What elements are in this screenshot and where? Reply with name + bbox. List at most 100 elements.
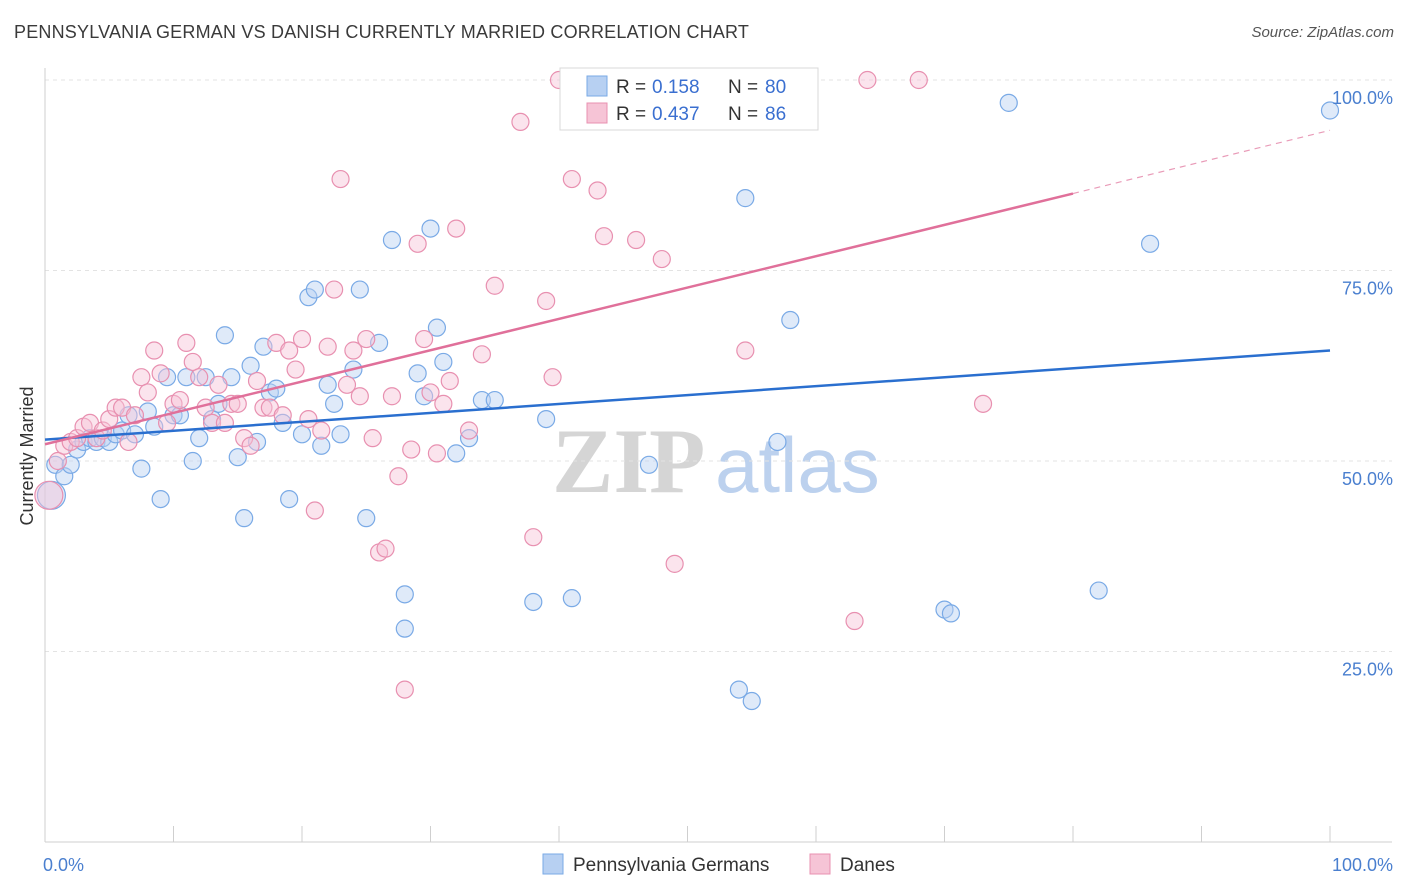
pennsylvania-german-point-72	[999, 93, 1018, 112]
series-legend-swatch-blue	[542, 853, 564, 875]
danes-point-66	[485, 276, 504, 295]
pennsylvania-german-point-61	[524, 592, 543, 612]
pennsylvania-german-point-55	[427, 318, 447, 337]
x-tick-labels: 0.0% 100.0%	[43, 855, 1393, 875]
danes-point-46	[337, 375, 357, 394]
danes-point-21	[177, 333, 196, 352]
danes-point-27	[215, 413, 234, 432]
pennsylvania-german-point-14	[132, 459, 151, 478]
y-tick-label-2: 75.0%	[1342, 279, 1393, 299]
legend-swatch-pink	[586, 102, 608, 124]
chart-title: PENNSYLVANIA GERMAN VS DANISH CURRENTLY …	[14, 22, 750, 42]
pennsylvania-german-point-37	[280, 490, 299, 509]
danes-point-42	[312, 421, 331, 440]
legend-r-label-blue: R =	[616, 77, 646, 98]
danes-point-1	[48, 451, 67, 471]
pennsylvania-german-point-75	[1320, 101, 1340, 120]
pennsylvania-german-point-47	[357, 509, 376, 528]
x-tick-label-0: 0.0%	[43, 855, 84, 875]
danes-point-50	[363, 429, 382, 448]
danes-point-33	[254, 398, 273, 417]
danes-point-45	[331, 169, 350, 189]
danes-point-55	[395, 680, 414, 699]
trend-lines	[44, 129, 1331, 446]
pennsylvania-german-point-27	[215, 326, 234, 345]
pennsylvania-german-point-21	[177, 368, 196, 387]
pennsylvania-german-point-56	[434, 352, 453, 372]
danes-point-70	[543, 368, 562, 387]
pennsylvania-german-point-31	[241, 356, 260, 375]
pennsylvania-german-point-69	[781, 310, 800, 330]
axes	[44, 68, 1392, 843]
pennsylvania-german-point-39	[299, 288, 318, 307]
pennsylvania-german-point-29	[228, 448, 247, 467]
legend-n-value-blue: 80	[765, 77, 786, 98]
danes-point-79	[736, 341, 755, 360]
y-tick-label-3: 100.0%	[1332, 88, 1393, 108]
pennsylvania-german-point-58	[459, 429, 479, 448]
danes-point-13	[125, 406, 145, 425]
pennsylvania-german-point-74	[1140, 234, 1160, 253]
pennsylvania-german-point-52	[408, 364, 427, 383]
legend-n-label-blue: N =	[728, 77, 758, 98]
danes-point-64	[459, 421, 479, 440]
danes-point-12	[119, 432, 138, 452]
pennsylvania-german-point-46	[350, 280, 369, 299]
danes-point-59	[421, 383, 440, 402]
danes-point-76	[652, 249, 671, 269]
danes-point-65	[472, 345, 491, 364]
watermark-atlas: atlas	[715, 421, 880, 509]
pennsylvania-german-point-54	[421, 219, 440, 238]
series-legend-label-blue: Pennsylvania Germans	[573, 855, 769, 876]
pennsylvania-german-point-63	[562, 589, 581, 608]
legend-r-value-blue: 0.158	[652, 77, 700, 98]
pennsylvania-german-point-49	[382, 230, 402, 250]
danes-point-69	[537, 291, 556, 311]
danes-point-74	[594, 227, 614, 246]
danes-point-77	[665, 554, 684, 573]
danes-point-41	[305, 501, 324, 520]
danes-point-22	[183, 352, 202, 372]
trend-line-pennsylvania-germans	[44, 349, 1331, 441]
danes-point-38	[286, 360, 305, 379]
pennsylvania-german-point-71	[941, 604, 961, 623]
danes-point-56	[402, 440, 421, 459]
danes-point-81	[858, 70, 877, 90]
stats-legend: R = 0.158 N = 80 R = 0.437 N = 86	[559, 67, 819, 131]
danes-point-49	[357, 329, 376, 349]
pennsylvania-german-point-30	[235, 509, 254, 528]
legend-swatch-blue	[586, 75, 608, 97]
pennsylvania-german-point-41	[312, 436, 331, 455]
danes-point-39	[292, 329, 312, 349]
danes-point-29	[228, 394, 247, 413]
pennsylvania-german-point-60	[485, 390, 504, 410]
pennsylvania-german-point-51	[395, 619, 414, 638]
trend-line-danes	[44, 192, 1074, 446]
x-tick-label-1: 100.0%	[1332, 855, 1393, 875]
pennsylvania-german-point-62	[537, 409, 556, 429]
danes-point-62	[440, 371, 459, 391]
danes-point-68	[524, 528, 543, 547]
danes-point-58	[414, 329, 434, 349]
danes-point-47	[344, 341, 363, 360]
pennsylvania-german-point-38	[292, 425, 312, 444]
pennsylvania-german-point-67	[742, 691, 761, 711]
pennsylvania-german-point-40	[305, 280, 324, 299]
danes-point-37	[280, 341, 299, 360]
danes-point-43	[318, 337, 337, 356]
pennsylvania-german-point-43	[325, 394, 344, 413]
danes-point-31	[241, 436, 260, 455]
danes-point-20	[170, 390, 190, 410]
pennsylvania-german-point-42	[318, 375, 337, 394]
pennsylvania-german-point-66	[736, 189, 755, 208]
danes-point-83	[973, 394, 993, 413]
danes-point-75	[626, 230, 646, 250]
trend-line-danes-extension	[1072, 129, 1331, 195]
danes-point-16	[145, 341, 164, 360]
series-legend-label-pink: Danes	[840, 855, 895, 876]
danes-points	[34, 70, 993, 699]
danes-point-63	[447, 219, 466, 238]
danes-point-10	[106, 398, 125, 417]
danes-point-0	[34, 480, 64, 510]
